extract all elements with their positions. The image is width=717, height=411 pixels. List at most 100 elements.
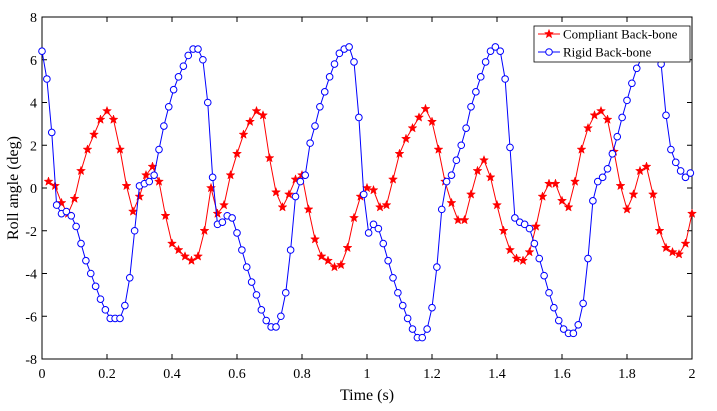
data-point-rigid — [150, 171, 158, 179]
data-point-rigid — [199, 55, 207, 64]
data-point-compliant — [485, 171, 496, 182]
data-point-rigid — [379, 239, 388, 248]
data-point-rigid — [467, 102, 475, 111]
data-point-rigid — [96, 295, 105, 303]
data-point-rigid — [116, 314, 124, 323]
data-point-rigid — [662, 111, 670, 120]
legend-marker-compliant — [543, 28, 555, 39]
x-tick-label: 0.8 — [293, 367, 311, 382]
legend-box — [533, 25, 691, 63]
x-tick-label: 1.6 — [553, 367, 571, 382]
data-point-rigid — [676, 167, 685, 175]
data-point-compliant — [563, 201, 574, 212]
data-point-rigid — [311, 122, 319, 130]
data-point-rigid — [433, 263, 441, 271]
data-point-rigid — [47, 128, 56, 137]
data-point-compliant — [413, 112, 425, 122]
data-point-rigid — [130, 226, 139, 235]
data-point-compliant — [498, 225, 509, 236]
legend-label-compliant: Compliant Back-bone — [563, 27, 678, 42]
data-point-compliant — [634, 165, 646, 176]
data-point-compliant — [75, 165, 87, 176]
data-point-rigid — [618, 113, 626, 122]
data-point-rigid — [67, 211, 76, 220]
x-tick-label: 0 — [39, 367, 46, 382]
data-point-compliant — [407, 122, 418, 133]
data-point-compliant — [69, 193, 80, 203]
data-point-rigid — [121, 301, 129, 310]
data-point-compliant — [322, 255, 334, 265]
data-point-compliant — [290, 174, 301, 184]
data-point-rigid — [686, 169, 695, 177]
data-point-rigid — [486, 47, 495, 56]
data-point-rigid — [428, 303, 436, 312]
data-point-compliant — [615, 180, 626, 191]
data-point-rigid — [671, 158, 680, 167]
data-point-compliant — [244, 116, 256, 127]
data-point-compliant — [251, 105, 262, 116]
legend: Compliant Back-bone Rigid Back-bone — [533, 25, 691, 63]
data-point-compliant — [309, 233, 321, 244]
data-point-rigid — [325, 73, 334, 81]
data-point-rigid — [394, 288, 402, 297]
data-point-compliant — [56, 197, 67, 208]
data-point-compliant — [667, 246, 678, 257]
x-tick-label: 1.2 — [423, 367, 441, 382]
x-tick-label: 1.8 — [618, 367, 636, 382]
data-point-compliant — [387, 174, 399, 184]
data-point-rigid — [145, 177, 154, 186]
data-point-rigid — [194, 45, 202, 53]
data-point-compliant — [374, 201, 386, 212]
data-point-rigid — [228, 214, 236, 222]
data-point-rigid — [257, 306, 266, 314]
data-point-compliant — [680, 238, 691, 248]
data-point-rigid — [291, 192, 300, 201]
data-point-rigid — [62, 207, 71, 216]
data-point-rigid — [52, 201, 61, 209]
data-point-compliant — [654, 225, 665, 236]
data-point-rigid — [511, 214, 519, 222]
data-point-compliant — [433, 144, 444, 154]
data-point-rigid — [335, 49, 344, 58]
data-point-rigid — [628, 79, 636, 88]
data-point-rigid — [374, 224, 383, 233]
data-point-compliant — [530, 221, 542, 231]
data-point-compliant — [264, 152, 275, 163]
data-point-compliant — [134, 191, 145, 201]
data-point-compliant — [491, 199, 503, 210]
data-point-rigid — [623, 96, 631, 105]
data-point-rigid — [569, 329, 578, 338]
data-point-compliant — [173, 244, 184, 255]
data-point-rigid — [408, 325, 417, 333]
data-point-compliant — [43, 176, 54, 186]
data-point-compliant — [277, 201, 288, 212]
data-point-rigid — [174, 73, 183, 81]
data-point-compliant — [303, 204, 314, 214]
y-tick-label: -4 — [25, 268, 37, 283]
data-point-compliant — [225, 169, 236, 180]
data-point-rigid — [613, 132, 622, 141]
data-point-rigid — [242, 263, 251, 271]
data-point-rigid — [476, 73, 485, 81]
data-point-rigid — [550, 303, 558, 312]
x-tick-label: 2 — [689, 367, 696, 382]
data-point-rigid — [286, 246, 295, 254]
data-point-rigid — [667, 145, 675, 154]
data-point-compliant — [472, 165, 483, 176]
data-point-compliant — [576, 144, 587, 154]
data-point-compliant — [660, 242, 672, 253]
data-point-compliant — [329, 261, 340, 272]
data-point-compliant — [647, 189, 659, 199]
data-point-compliant — [426, 116, 438, 127]
data-point-compliant — [186, 255, 197, 265]
data-point-compliant — [160, 210, 171, 221]
data-point-rigid — [540, 271, 548, 280]
data-point-rigid — [418, 333, 427, 342]
data-point-rigid — [535, 254, 544, 263]
data-point-rigid — [355, 113, 363, 122]
data-point-rigid — [125, 273, 134, 282]
x-tick-label: 1 — [364, 367, 371, 382]
axis-ticks: 0 0.2 0.4 0.6 0.8 1 1.2 1.4 1.6 1.8 2 -8 -6 -4 -2 0 2 4 6 8 — [25, 11, 695, 382]
data-point-rigid — [603, 164, 612, 173]
